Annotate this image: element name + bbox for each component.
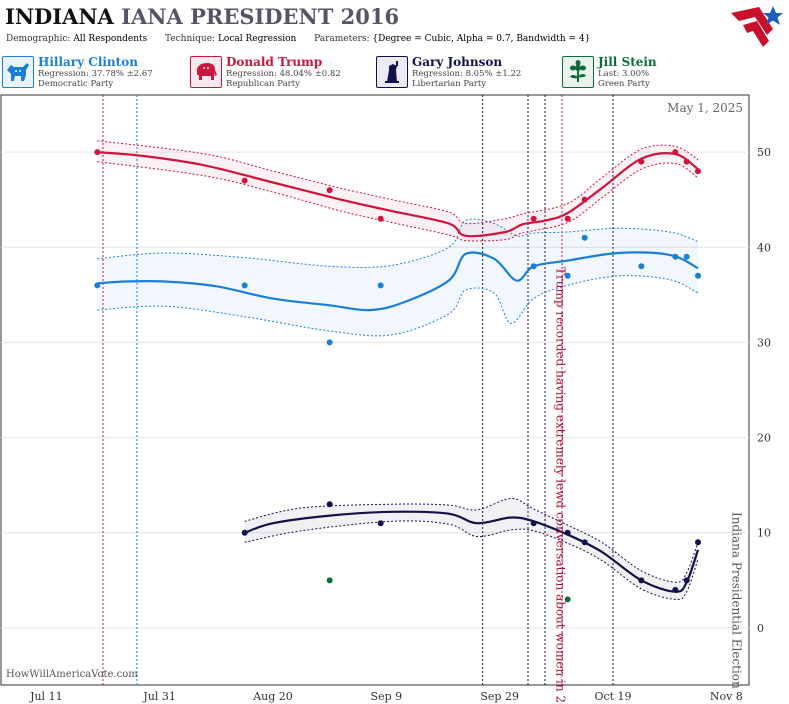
poll-point [683,158,690,165]
title-state: INDIANA [5,4,114,29]
site-credit: HowWillAmericaVote.com [6,669,138,680]
candidate-name: Hillary Clinton [38,55,138,69]
poll-point [530,215,537,222]
y-tick-label: 10 [757,527,771,540]
event-label: Indiana Presidential Election [729,512,743,689]
poll-point [530,263,537,270]
candidate-party: Libertarian Party [412,79,487,89]
poll-point [581,196,588,203]
poll-point [377,282,384,289]
poll-point [581,539,588,546]
donkey-icon [2,56,34,88]
poll-point [377,520,384,527]
confidence-band [97,218,699,336]
event-label: Trump recorded having extremely lewd con… [554,267,568,704]
y-tick-label: 30 [757,336,771,349]
page-title: INDIANA IANA PRESIDENT 2016 [5,4,399,29]
candidate-party: Republican Party [226,79,300,89]
candidate-card-trump: Donald Trump Regression: 48.04% ±0.82 Re… [190,54,376,92]
demographic-label: Demographic: [6,34,71,44]
poll-point [672,253,679,260]
poll-point [695,539,701,546]
confidence-upper-line [97,218,699,268]
candidate-name: Jill Stein [598,55,657,69]
candidate-card-clinton: Hillary Clinton Regression: 37.78% ±2.67… [2,54,188,92]
poll-point [94,282,101,289]
candidate-card-stein: Jill Stein Last: 3.00% Green Party [562,54,748,92]
trend-line [97,251,699,312]
poll-point [638,158,645,165]
demographic-value: All Respondents [73,34,148,44]
x-tick-label: Sep 9 [371,690,403,703]
candidate-regression: Regression: 48.04% ±0.82 [226,69,341,79]
elephant-icon [190,56,222,88]
poll-point [326,339,333,346]
y-tick-label: 50 [757,146,771,159]
confidence-band [244,498,698,600]
poll-point [695,168,701,175]
poll-point [672,149,679,156]
y-tick-label: 20 [757,432,771,445]
poll-point [94,149,101,156]
technique-label: Technique: [165,34,216,44]
poll-point [695,272,701,279]
x-tick-label: Jul 11 [29,690,63,703]
poll-point [564,215,571,222]
x-tick-label: Jul 31 [142,690,176,703]
poll-point [683,577,690,584]
flower-icon [562,56,594,88]
trend-line [97,151,699,238]
x-tick-label: Oct 19 [594,690,631,703]
candidate-regression: Regression: 8.05% ±1.22 [412,69,522,79]
poll-point [683,253,690,260]
poll-point [241,529,248,536]
confidence-lower-line [244,520,699,600]
candidate-name: Gary Johnson [412,55,503,69]
candidate-party: Green Party [598,79,650,89]
candidate-party: Democratic Party [38,79,114,89]
poll-point [530,520,537,527]
confidence-lower-line [97,161,699,242]
poll-point [326,501,333,508]
confidence-band [97,140,699,241]
x-tick-label: Nov 8 [710,690,743,703]
x-tick-label: Sep 29 [480,690,519,703]
poll-point [326,187,333,194]
y-tick-label: 0 [757,622,764,635]
poll-point [638,263,645,270]
poll-point [564,529,571,536]
candidate-regression: Regression: 37.78% ±2.67 [38,69,153,79]
poll-point [564,272,571,279]
y-tick-label: 40 [757,241,771,254]
liberty-statue-icon [376,56,408,88]
poll-point [672,586,679,593]
candidate-card-johnson: Gary Johnson Regression: 8.05% ±1.22 Lib… [376,54,562,92]
poll-point [581,234,588,241]
technique-value: Local Regression [217,34,297,44]
poll-point [377,215,384,222]
poll-point [326,577,333,584]
date-label: May 1, 2025 [667,101,743,115]
chart-header: INDIANA IANA PRESIDENT 2016 Demographic:… [0,0,789,50]
confidence-upper-line [244,497,699,583]
candidate-regression: Last: 3.00% [598,69,650,79]
site-logo [729,3,783,49]
parameters-label: Parameters: [314,34,370,44]
poll-point [638,577,645,584]
plot-area [0,94,750,686]
title-rest: IANA PRESIDENT 2016 [121,4,400,29]
parameters-value: {Degree = Cubic, Alpha = 0.7, Bandwidth … [372,34,591,44]
poll-point [564,596,571,603]
x-tick-label: Aug 20 [252,690,293,703]
candidate-name: Donald Trump [226,55,323,69]
poll-point [241,282,248,289]
poll-point [241,177,248,184]
parameters-line: Demographic: All Respondents Technique: … [6,34,590,44]
confidence-lower-line [97,275,699,337]
